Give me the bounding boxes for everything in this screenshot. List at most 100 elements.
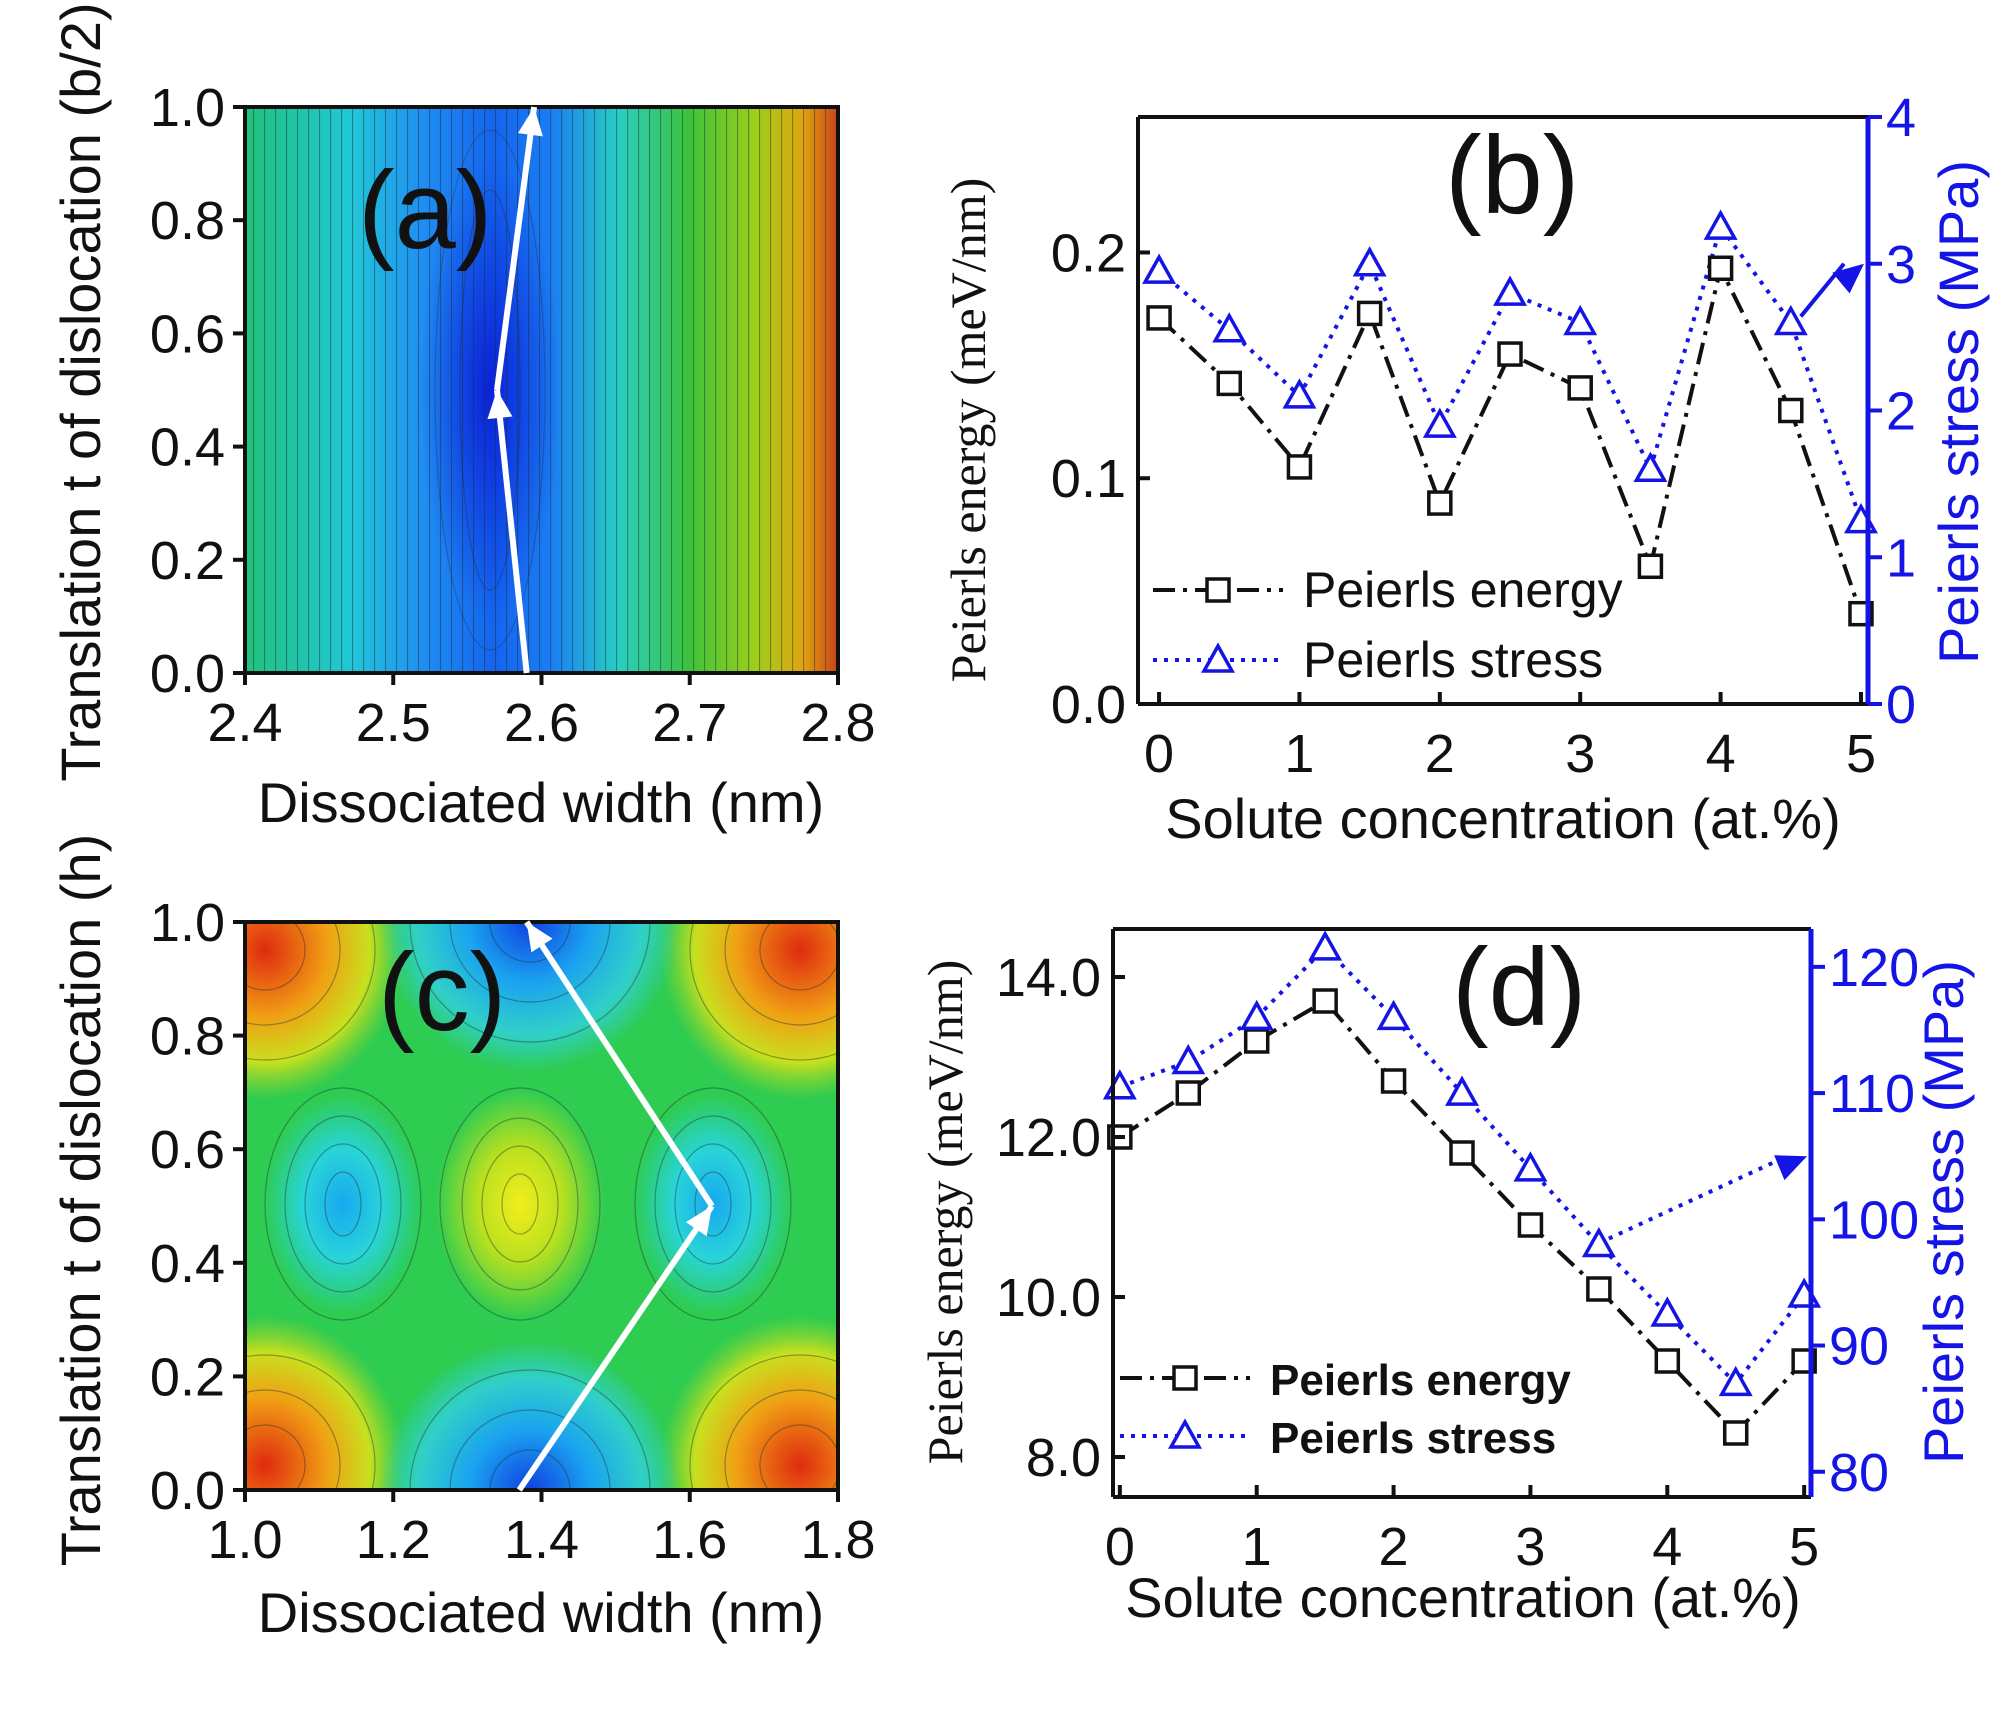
- b-stress-point: [1282, 378, 1317, 409]
- d-right-tick-label: 80: [1829, 1443, 1889, 1503]
- b-right-tick-label: 1: [1886, 528, 1916, 588]
- d-energy-point: [1380, 1068, 1407, 1094]
- c-y-tick-label: 0.8: [150, 1007, 225, 1067]
- c-path-arrowhead: [685, 1206, 712, 1237]
- panel-d-label: (d): [1452, 926, 1586, 1049]
- a-path-arrowhead: [487, 390, 513, 420]
- a-y-tick-label: 0.0: [150, 644, 225, 704]
- b-left-tick-label: 0.2: [1051, 223, 1126, 283]
- b-energy-point: [1497, 341, 1523, 367]
- panel-c-xlabel: Dissociated width (nm): [258, 1581, 824, 1644]
- d-left-tick-label: 10.0: [996, 1268, 1101, 1328]
- c-y-tick-label: 0.2: [150, 1347, 225, 1407]
- d-energy-point: [1517, 1212, 1544, 1238]
- b-energy-point: [1356, 300, 1383, 327]
- d-right-tick-label: 120: [1829, 938, 1919, 998]
- d-stress-point: [1239, 999, 1274, 1031]
- b-x-tick-label: 5: [1846, 724, 1876, 784]
- d-x-tick-label: 3: [1515, 1517, 1545, 1577]
- b-stress-point: [1212, 312, 1247, 343]
- b-x-tick-label: 3: [1565, 724, 1595, 784]
- b-energy-point: [1216, 370, 1242, 397]
- a-path-segment: [494, 389, 530, 674]
- d-right-tick-label: 90: [1829, 1317, 1889, 1377]
- d-stress-point: [1650, 1296, 1685, 1327]
- d-legend-stress-label: Peierls stress: [1270, 1414, 1556, 1463]
- d-x-tick-label: 4: [1652, 1517, 1682, 1577]
- panel-a-label: (a): [358, 149, 492, 272]
- b-stress-point: [1703, 209, 1738, 240]
- d-stress-point: [1171, 1043, 1206, 1075]
- b-x-tick-label: 4: [1706, 724, 1736, 784]
- c-x-tick-label: 1.6: [652, 1510, 727, 1570]
- a-y-tick-label: 0.2: [150, 531, 225, 591]
- panel-d-ylabel-right: Peierls stress (MPa): [1912, 960, 1975, 1464]
- b-x-tick-label: 1: [1284, 724, 1314, 784]
- a-y-tick-label: 0.6: [150, 304, 225, 364]
- b-x-tick-label: 2: [1425, 724, 1455, 784]
- b-right-tick-label: 0: [1886, 675, 1916, 735]
- panel-d-ylabel-left: Peierls energy (meV/nm): [917, 960, 973, 1465]
- panel-b-series: [1142, 209, 1878, 627]
- b-stress-point: [1422, 407, 1457, 438]
- b-left-tick-label: 0.0: [1051, 675, 1126, 735]
- d-energy-point: [1722, 1420, 1749, 1446]
- c-y-tick-label: 0.6: [150, 1120, 225, 1180]
- d-energy-point: [1312, 988, 1338, 1014]
- d-energy-point: [1175, 1080, 1202, 1106]
- d-stress-point: [1581, 1226, 1616, 1258]
- panel-d-ticks: 0 1 2 3 4 5 8.0 10.0 12.0 14.0 80 90 100 110 120: [996, 938, 1919, 1577]
- panel-c-y-ticks: 0.0 0.2 0.4 0.6 0.8 1.0: [150, 893, 245, 1521]
- panel-a-heatmap: [245, 107, 838, 673]
- panel-b-legend: Peierls energy Peierls stress: [1153, 562, 1623, 688]
- panel-c-ylabel: Translation t of dislocation (h): [49, 834, 112, 1566]
- b-stress-point: [1352, 246, 1387, 277]
- d-energy-point: [1586, 1276, 1612, 1302]
- b-energy-point: [1427, 490, 1453, 516]
- b-energy-point: [1567, 375, 1593, 401]
- c-x-tick-label: 1.4: [504, 1510, 579, 1570]
- d-stress-point: [1513, 1151, 1548, 1182]
- a-x-tick-label: 2.7: [652, 693, 727, 753]
- panel-d-xlabel: Solute concentration (at.%): [1125, 1566, 1800, 1629]
- panel-d-series: [1102, 930, 1822, 1446]
- a-x-tick-label: 2.4: [207, 693, 282, 753]
- d-energy-point: [1654, 1348, 1681, 1374]
- b-stress-point: [1563, 304, 1598, 336]
- b-energy-point: [1637, 553, 1664, 580]
- d-stress-point: [1308, 930, 1343, 961]
- d-legend-stress-marker: [1168, 1418, 1202, 1449]
- panel-a-x-ticks: 2.4 2.5 2.6 2.7 2.8: [207, 673, 876, 753]
- panel-a-ylabel: Translation t of dislocation (b/2): [49, 2, 112, 781]
- d-left-tick-label: 14.0: [996, 948, 1101, 1008]
- panel-b-ylabel-right: Peierls stress (MPa): [1927, 160, 1990, 664]
- d-energy-point: [1449, 1140, 1475, 1166]
- b-right-tick-label: 2: [1886, 382, 1916, 442]
- panel-b-ylabel-left: Peierls energy (meV/nm): [940, 178, 996, 683]
- a-x-tick-label: 2.8: [800, 693, 875, 753]
- c-path-arrowhead: [526, 922, 553, 953]
- panel-b-line-chart: 0 1 2 3 4 5 0.0 0.1 0.2 0 1 2 3 4 (b) Solute concentr…: [940, 88, 1990, 850]
- panel-c-minimum-path-arrows: [516, 920, 715, 1492]
- d-left-tick-label: 12.0: [996, 1108, 1101, 1168]
- b-x-tick-label: 0: [1144, 724, 1174, 784]
- d-stress-point: [1445, 1075, 1479, 1106]
- c-x-tick-label: 1.2: [356, 1510, 431, 1570]
- c-y-tick-label: 0.0: [150, 1461, 225, 1521]
- panel-a-contour: 2.4 2.5 2.6 2.7 2.8 0.0 0.2 0.4 0.6 0.8 1.0 (a) D…: [49, 2, 876, 834]
- c-path-segment: [524, 920, 715, 1208]
- b-stress-point: [1843, 502, 1878, 534]
- d-legend-energy-marker: [1172, 1365, 1198, 1391]
- d-x-tick-label: 1: [1242, 1517, 1272, 1577]
- d-arrow-head: [1774, 1155, 1807, 1181]
- a-path-arrowhead: [517, 107, 543, 137]
- b-legend-energy-marker: [1205, 577, 1231, 603]
- d-right-tick-label: 100: [1829, 1190, 1919, 1250]
- b-legend-stress-label: Peierls stress: [1303, 632, 1603, 688]
- b-legend-stress-marker: [1201, 642, 1235, 673]
- a-x-tick-label: 2.5: [356, 693, 431, 753]
- d-legend-energy-label: Peierls energy: [1270, 1356, 1571, 1405]
- a-y-tick-label: 0.8: [150, 191, 225, 251]
- panel-a-y-ticks: 0.0 0.2 0.4 0.6 0.8 1.0: [150, 78, 245, 704]
